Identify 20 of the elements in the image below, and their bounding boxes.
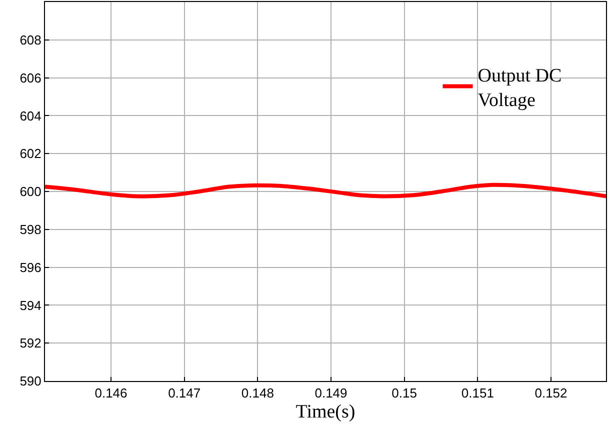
x-axis-title: Time(s) [296, 401, 356, 422]
y-tick-label: 592 [20, 336, 42, 351]
line-series [45, 182, 606, 198]
x-tick-label: 0.148 [241, 386, 274, 401]
y-tick-label: 608 [20, 32, 42, 48]
y-tick-label: 596 [20, 260, 42, 275]
x-tick-label: 0.146 [94, 386, 128, 401]
x-tick-label: 0.152 [534, 386, 568, 401]
x-tick-label: 0.147 [168, 386, 201, 401]
y-tick-label: 606 [20, 70, 42, 86]
x-tick-label: 0.149 [314, 386, 348, 401]
legend-label: Output DC Voltage [478, 65, 562, 112]
y-tick-label: 600 [20, 184, 42, 200]
y-tick-label: 604 [20, 108, 42, 124]
y-tick-label: 590 [20, 374, 42, 389]
x-tick-label: 0.151 [461, 386, 494, 401]
x-tick-label: 0.15 [392, 386, 417, 401]
y-tick-label: 598 [20, 222, 42, 237]
y-tick-label: 594 [20, 298, 42, 313]
y-tick-label: 602 [20, 146, 42, 162]
